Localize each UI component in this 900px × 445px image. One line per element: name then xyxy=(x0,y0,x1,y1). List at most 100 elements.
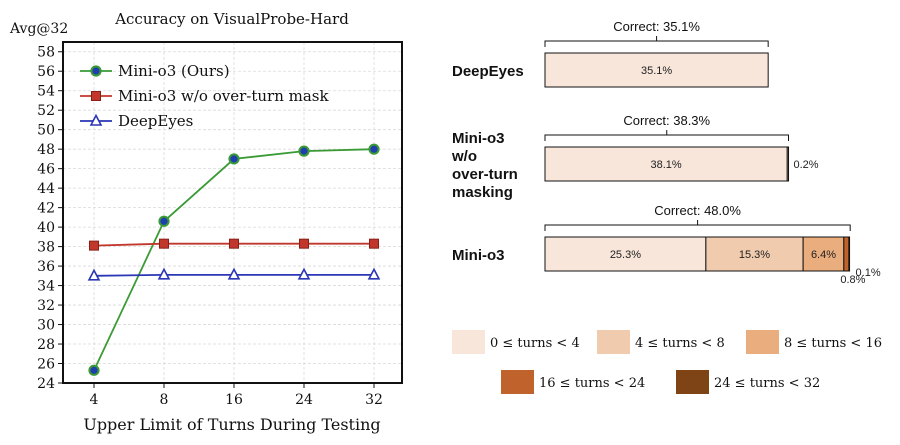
legend-label: 24 ≤ turns < 32 xyxy=(714,376,820,391)
line-chart-title: Accuracy on VisualProbe-Hard xyxy=(114,10,349,28)
segment-label: 0.1% xyxy=(856,267,881,279)
legend-swatch xyxy=(676,370,709,394)
y-tick-label: 54 xyxy=(37,84,55,100)
x-axis-ticks: 4 8 16 24 32 xyxy=(90,383,383,408)
y-tick-label: 24 xyxy=(37,376,55,392)
y-tick-label: 42 xyxy=(37,201,55,217)
segment-label: 15.3% xyxy=(739,249,770,261)
legend-marker xyxy=(90,65,102,77)
bar-segment xyxy=(843,236,850,272)
correct-bracket xyxy=(544,224,851,231)
segment-label: 35.1% xyxy=(641,65,672,77)
row-label: Mini-o3 xyxy=(452,130,505,147)
plot-frame xyxy=(62,41,403,384)
data-point xyxy=(369,238,379,249)
y-tick-label: 48 xyxy=(37,142,55,158)
bar-legend-entry: 8 ≤ turns < 16 xyxy=(746,330,882,354)
correct-label: Correct: 48.0% xyxy=(654,203,741,218)
data-point xyxy=(367,267,381,280)
legend: Mini-o3 (Ours) Mini-o3 w/o over-turn mask… xyxy=(80,62,329,130)
y-tick-label: 40 xyxy=(37,220,55,236)
bar-segment xyxy=(544,52,769,88)
bar-legend-entry: 0 ≤ turns < 4 xyxy=(452,330,580,354)
series-2 xyxy=(89,238,379,251)
correct-label: Correct: 35.1% xyxy=(613,19,700,34)
data-point xyxy=(88,364,100,376)
data-point xyxy=(89,240,99,251)
line-chart: Accuracy on VisualProbe-Hard Avg@32 24 26… xyxy=(9,10,403,434)
legend-marker xyxy=(89,113,103,126)
segment-label: 0.8% xyxy=(840,274,865,286)
data-point xyxy=(299,238,309,249)
data-point xyxy=(368,143,380,155)
legend-label: 8 ≤ turns < 16 xyxy=(784,336,882,351)
bar-segment xyxy=(544,146,788,182)
segment-label: 0.2% xyxy=(794,159,819,171)
series-3 xyxy=(87,267,381,281)
bar-row-3: Mini-o3 25.3% 15.3% 6.4% 0.8%0.1% Correct: 48… xyxy=(452,203,881,286)
legend-label: Mini-o3 (Ours) xyxy=(118,62,230,80)
x-tick-label: 24 xyxy=(295,392,313,408)
bar-segment xyxy=(802,236,845,272)
bar-legend-entry: 4 ≤ turns < 8 xyxy=(597,330,725,354)
bar-segment xyxy=(544,236,707,272)
series-1 xyxy=(88,143,380,376)
y-tick-label: 26 xyxy=(37,357,55,373)
x-tick-label: 32 xyxy=(365,392,383,408)
legend-swatch xyxy=(597,330,630,354)
data-point xyxy=(87,268,101,281)
bar-row-1: DeepEyes 35.1% Correct: 35.1% xyxy=(452,19,769,88)
y-tick-label: 56 xyxy=(37,64,55,80)
segment-label: 25.3% xyxy=(610,249,641,261)
y-tick-label: 28 xyxy=(37,337,55,353)
data-point xyxy=(157,267,171,280)
data-point xyxy=(227,267,241,280)
data-point xyxy=(298,145,310,157)
data-point xyxy=(228,153,240,165)
bar-segment xyxy=(786,146,790,182)
y-tick-label: 44 xyxy=(37,181,55,197)
row-label: w/o xyxy=(451,148,477,165)
x-axis-label: Upper Limit of Turns During Testing xyxy=(83,415,380,434)
legend-marker xyxy=(91,91,101,101)
y-tick-label: 30 xyxy=(37,318,55,334)
segment-label: 6.4% xyxy=(811,249,836,261)
row-label: over-turn xyxy=(452,166,518,183)
stacked-bar-chart: DeepEyes 35.1% Correct: 35.1% Mini-o3w/oove… xyxy=(451,19,882,394)
bar-legend: 0 ≤ turns < 4 4 ≤ turns < 8 8 ≤ turns < 16… xyxy=(452,330,882,394)
segment-label: 38.1% xyxy=(651,159,682,171)
x-tick-label: 4 xyxy=(90,392,99,408)
correct-bracket xyxy=(544,134,790,141)
bar-legend-entry: 16 ≤ turns < 24 xyxy=(501,370,645,394)
legend-label: Mini-o3 w/o over-turn mask xyxy=(118,87,329,105)
bar-rows: DeepEyes 35.1% Correct: 35.1% Mini-o3w/oove… xyxy=(451,19,881,286)
legend-entry: Mini-o3 (Ours) xyxy=(80,62,230,80)
data-point xyxy=(229,238,239,249)
x-tick-label: 16 xyxy=(225,392,243,408)
legend-swatch xyxy=(501,370,534,394)
data-point xyxy=(297,267,311,280)
y-axis-label: Avg@32 xyxy=(9,21,68,37)
correct-label: Correct: 38.3% xyxy=(623,113,710,128)
y-tick-label: 34 xyxy=(37,279,55,295)
legend-swatch xyxy=(746,330,779,354)
bar-segment xyxy=(705,236,804,272)
data-point xyxy=(158,215,170,227)
y-tick-label: 58 xyxy=(37,45,55,61)
y-tick-label: 38 xyxy=(37,240,55,256)
data-point xyxy=(159,238,169,249)
bar-legend-entry: 24 ≤ turns < 32 xyxy=(676,370,820,394)
legend-entry: DeepEyes xyxy=(80,112,193,130)
legend-entry: Mini-o3 w/o over-turn mask xyxy=(80,87,329,105)
correct-bracket xyxy=(544,40,769,47)
x-tick-label: 8 xyxy=(160,392,169,408)
legend-swatch xyxy=(452,330,485,354)
legend-label: 16 ≤ turns < 24 xyxy=(539,376,645,391)
series-group xyxy=(87,143,381,376)
y-tick-label: 36 xyxy=(37,259,55,275)
y-tick-label: 46 xyxy=(37,162,55,178)
row-label: DeepEyes xyxy=(452,63,524,80)
legend-label: 4 ≤ turns < 8 xyxy=(635,336,725,351)
